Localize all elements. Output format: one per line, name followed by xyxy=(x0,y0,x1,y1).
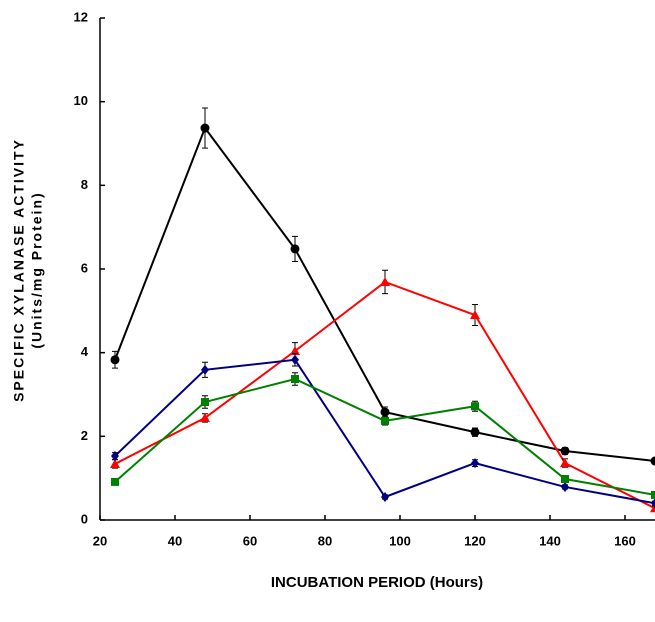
point xyxy=(650,503,655,513)
point xyxy=(471,402,479,411)
x-tick-label: 80 xyxy=(318,533,332,548)
point xyxy=(201,364,209,375)
x-tick-label: 100 xyxy=(389,533,411,548)
y-tick-label: 0 xyxy=(81,511,88,526)
point xyxy=(110,458,120,468)
point xyxy=(471,458,479,469)
x-tick-label: 40 xyxy=(168,533,182,548)
series-line xyxy=(114,358,655,505)
point xyxy=(561,475,569,484)
y-tick-label: 6 xyxy=(81,260,88,275)
point xyxy=(381,416,389,425)
point xyxy=(380,407,390,417)
point xyxy=(651,490,655,499)
point xyxy=(470,427,480,437)
point xyxy=(290,244,300,254)
y-tick-label: 2 xyxy=(81,428,88,443)
y-tick-label: 12 xyxy=(74,9,88,24)
point xyxy=(650,456,655,466)
point xyxy=(110,355,120,365)
series-line xyxy=(114,377,655,496)
point xyxy=(111,477,119,486)
point xyxy=(291,354,299,365)
point xyxy=(381,491,389,502)
x-tick-label: 160 xyxy=(614,533,636,548)
point xyxy=(200,123,210,133)
y-tick-label: 10 xyxy=(74,93,88,108)
point xyxy=(560,446,570,456)
point xyxy=(291,375,299,384)
x-tick-label: 140 xyxy=(539,533,561,548)
y-axis-label: SPECIFIC XYLANASE ACTIVITY xyxy=(11,138,27,402)
point xyxy=(651,498,655,509)
point xyxy=(111,450,119,461)
x-tick-label: 20 xyxy=(93,533,107,548)
point xyxy=(470,310,480,320)
y-axis-label: (Units/mg Protein) xyxy=(29,191,45,348)
point xyxy=(201,398,209,407)
point xyxy=(380,276,390,286)
x-tick-label: 120 xyxy=(464,533,486,548)
x-tick-label: 60 xyxy=(243,533,257,548)
x-axis-label: INCUBATION PERIOD (Hours) xyxy=(271,574,483,591)
y-tick-label: 8 xyxy=(81,177,88,192)
series-line xyxy=(114,280,655,510)
y-tick-label: 4 xyxy=(81,344,89,359)
point xyxy=(290,345,300,355)
point xyxy=(561,481,569,492)
point xyxy=(200,412,210,422)
point xyxy=(560,458,570,468)
